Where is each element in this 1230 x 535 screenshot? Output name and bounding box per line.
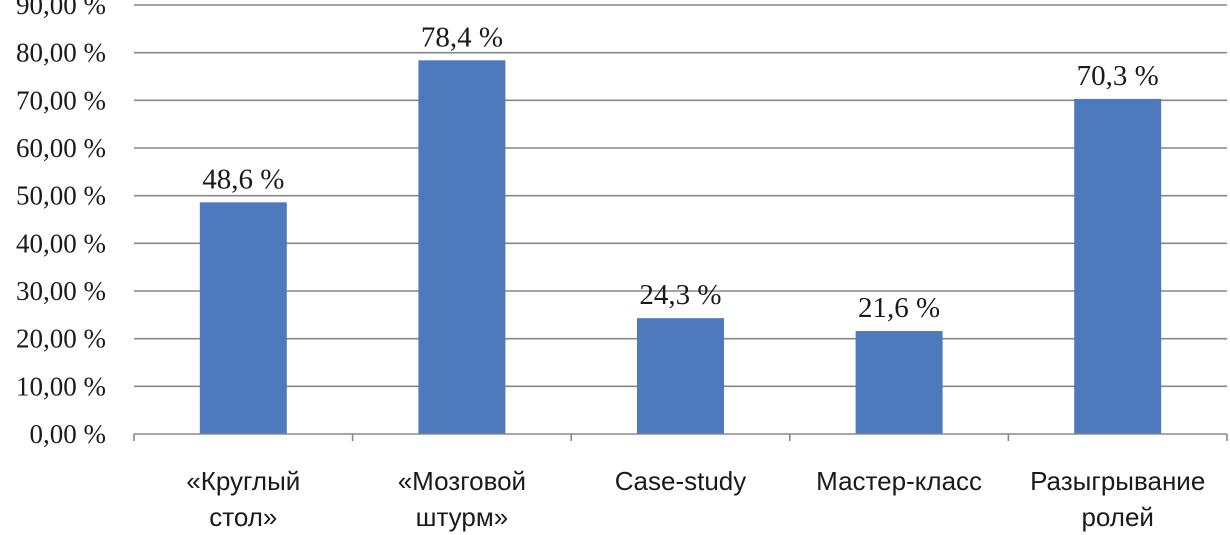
y-tick-label: 90,00 % [16,0,106,20]
y-tick-label: 0,00 % [30,419,107,449]
bar [1074,98,1162,435]
y-tick-label: 60,00 % [16,133,106,163]
x-category-label: Мастер-класс [816,466,982,496]
bar-data-label: 78,4 % [421,21,503,53]
bar-data-label: 48,6 % [202,163,284,195]
x-axis-category-labels: «Круглый стол» «Мозговой штурм» Case-study Ма… [186,466,1205,532]
y-tick-label: 10,00 % [16,371,106,401]
bar [637,318,724,434]
y-axis-tick-labels: 0,00 % 10,00 % 20,00 % 30,00 % 40,00 % 50,00 … [16,0,106,449]
gridlines [134,4,1227,388]
x-category-label: Case-study [615,466,747,496]
bars [199,60,1162,435]
bar-data-label: 70,3 % [1077,60,1159,92]
x-category-label: «Круглый стол» [186,466,300,532]
y-tick-label: 50,00 % [16,181,106,211]
x-category-label-line: ролей [1081,502,1154,532]
x-category-label: Разыгрывание ролей [1030,466,1205,532]
x-category-label-line: Case-study [615,466,747,496]
x-category-label-line: «Мозговой [398,466,526,496]
y-tick-label: 80,00 % [16,38,106,68]
y-tick-label: 70,00 % [16,85,106,115]
bar [199,202,287,434]
x-category-label-line: стол» [209,502,277,532]
y-tick-label: 30,00 % [16,276,106,306]
x-category-label: «Мозговой штурм» [398,466,526,532]
bar-data-label: 21,6 % [858,292,940,324]
x-category-label-line: Разыгрывание [1030,466,1205,496]
x-category-label-line: штурм» [416,502,509,532]
bar [855,331,943,434]
bar-data-label: 24,3 % [639,279,721,311]
x-axis [133,433,1228,441]
x-category-label-line: Мастер-класс [816,466,982,496]
y-tick-label: 20,00 % [16,324,106,354]
x-category-label-line: «Круглый [186,466,300,496]
bar [418,60,506,434]
y-tick-label: 40,00 % [16,228,106,258]
data-labels: 48,6 % 78,4 % 24,3 % 21,6 % 70,3 % [202,21,1159,324]
